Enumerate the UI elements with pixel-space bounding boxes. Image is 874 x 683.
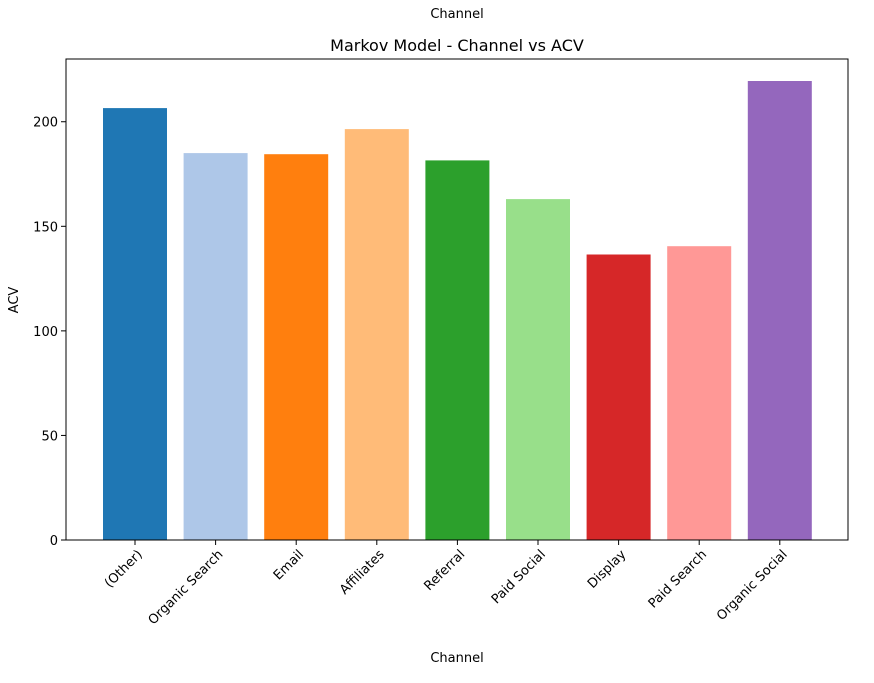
x-axis: (Other) Organic Search Email Affiliates Refe… bbox=[102, 540, 791, 628]
y-tick-label: 50 bbox=[41, 429, 58, 444]
bar-paid-search bbox=[667, 246, 732, 540]
figure-suptitle: Channel bbox=[430, 7, 483, 22]
chart-title: Markov Model - Channel vs ACV bbox=[330, 36, 584, 55]
x-tick-label: Organic Search bbox=[146, 547, 227, 628]
y-tick-label: 150 bbox=[33, 220, 58, 235]
y-tick-label: 100 bbox=[33, 325, 58, 340]
bar-other bbox=[103, 108, 167, 540]
bar-affiliates bbox=[344, 129, 409, 540]
bar-organic-social bbox=[747, 81, 812, 540]
bar-referral bbox=[425, 160, 490, 540]
bars-layer bbox=[103, 81, 812, 540]
x-tick-label: Email bbox=[271, 547, 307, 583]
bar-paid-social bbox=[506, 199, 570, 540]
x-tick-label: Affiliates bbox=[337, 547, 388, 598]
x-tick-label: Display bbox=[585, 547, 630, 592]
y-tick-label: 0 bbox=[50, 534, 58, 549]
x-tick-label: Paid Social bbox=[489, 547, 549, 607]
x-tick-label: Organic Social bbox=[714, 547, 791, 624]
x-tick-label: Paid Search bbox=[646, 547, 710, 611]
bar-display bbox=[586, 254, 651, 540]
x-axis-label: Channel bbox=[430, 651, 483, 666]
y-axis-label: ACV bbox=[7, 287, 22, 314]
x-tick-label: Referral bbox=[422, 547, 469, 594]
y-tick-label: 200 bbox=[33, 116, 58, 131]
bar-email bbox=[264, 154, 329, 540]
bar-organic-search bbox=[183, 153, 248, 540]
plot-frame bbox=[65, 58, 849, 541]
y-axis: 0 50 100 150 200 bbox=[33, 116, 66, 549]
x-tick-label: (Other) bbox=[102, 547, 146, 591]
